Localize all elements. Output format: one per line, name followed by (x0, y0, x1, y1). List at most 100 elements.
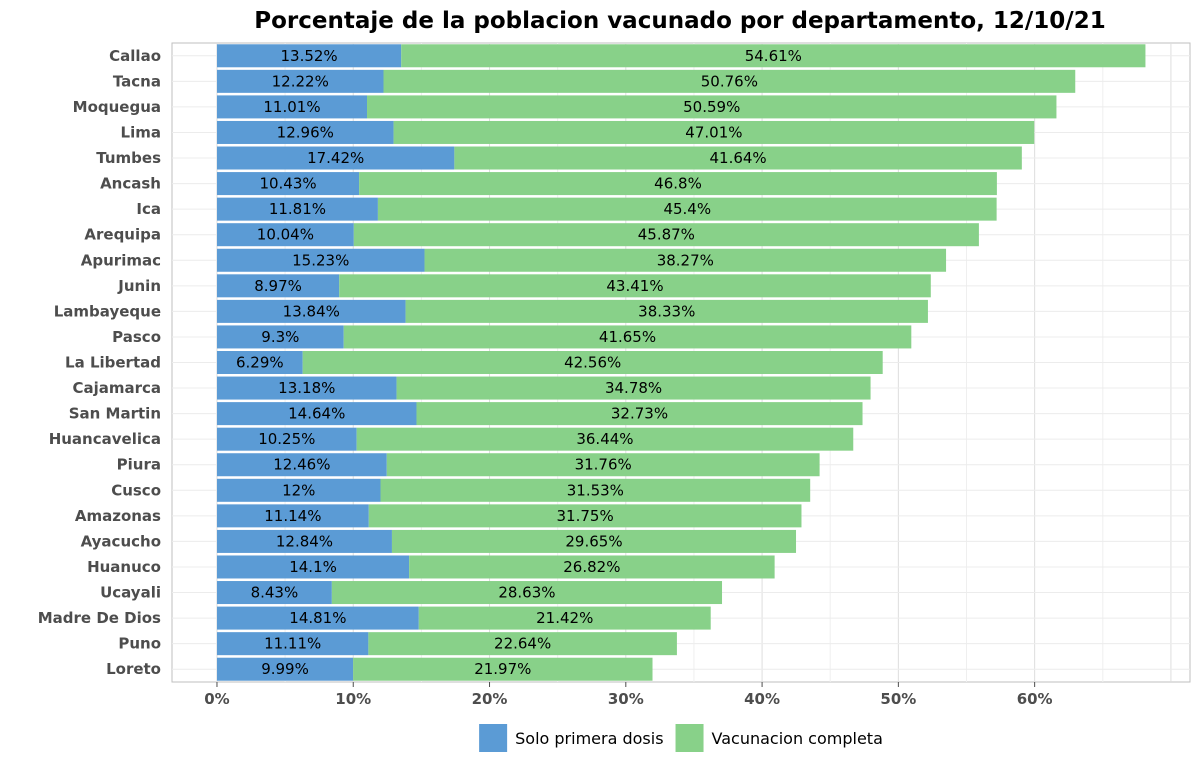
data-label: 31.75% (557, 507, 614, 525)
x-tick-label: 20% (472, 690, 508, 708)
bar-vacunacion-completa (409, 555, 775, 579)
data-label: 14.64% (288, 405, 345, 423)
data-label: 38.27% (657, 251, 714, 269)
data-label: 11.14% (264, 507, 321, 525)
bar-primera-dosis (216, 197, 378, 221)
data-label: 12% (282, 481, 315, 499)
bar-vacunacion-completa (454, 146, 1022, 170)
bar-primera-dosis (216, 453, 387, 477)
data-label: 54.61% (745, 47, 802, 65)
bar-primera-dosis (216, 529, 392, 553)
category-label: San Martin (69, 405, 161, 423)
bar-primera-dosis (216, 632, 369, 656)
chart-title: Porcentaje de la poblacion vacunado por … (254, 8, 1105, 34)
bar-primera-dosis (216, 274, 340, 298)
x-tick-label: 50% (880, 690, 916, 708)
category-label: Lambayeque (54, 302, 161, 320)
data-label: 12.46% (273, 456, 330, 474)
bars (216, 44, 1146, 681)
category-label: Ancash (100, 175, 161, 193)
bar-vacunacion-completa (391, 529, 797, 553)
bar-vacunacion-completa (359, 172, 997, 196)
category-label: Junin (117, 277, 161, 295)
category-label: Madre De Dios (38, 609, 161, 627)
legend-swatch (479, 724, 508, 752)
data-label: 9.99% (261, 660, 309, 678)
category-label: Cusco (111, 481, 161, 499)
data-label: 14.1% (289, 558, 337, 576)
bar-vacunacion-completa (377, 197, 997, 221)
bar-primera-dosis (216, 44, 402, 68)
bar-primera-dosis (216, 350, 303, 375)
bar-vacunacion-completa (343, 325, 912, 349)
bar-vacunacion-completa (302, 350, 883, 375)
data-label: 31.76% (575, 456, 632, 474)
bar-vacunacion-completa (353, 223, 979, 247)
bar-primera-dosis (216, 376, 397, 400)
bar-vacunacion-completa (396, 376, 871, 400)
data-label: 13.84% (283, 302, 340, 320)
data-label: 45.4% (663, 200, 711, 218)
data-label: 38.33% (638, 302, 695, 320)
legend-swatch (675, 724, 704, 752)
bar-primera-dosis (216, 555, 410, 579)
data-label: 26.82% (563, 558, 620, 576)
category-label: Callao (109, 47, 161, 65)
category-label: Huancavelica (49, 430, 161, 448)
bar-primera-dosis (216, 402, 417, 426)
bar-primera-dosis (216, 657, 354, 681)
category-label: Lima (121, 123, 161, 141)
data-label: 28.63% (498, 584, 555, 602)
x-axis-ticks: 0% 10% 20% 30% 40% 50% 60% (204, 682, 1053, 708)
data-label: 50.59% (683, 98, 740, 116)
bar-primera-dosis (216, 427, 357, 451)
bar-primera-dosis (216, 478, 381, 502)
data-labels: 13.52% 54.61% 12.22% 50.76% 11.01% 50.59% 12.9… (236, 47, 802, 678)
data-label: 10.43% (259, 175, 316, 193)
category-label: Piura (117, 456, 161, 474)
data-label: 8.43% (251, 584, 299, 602)
bar-vacunacion-completa (380, 478, 811, 502)
legend-item: Solo primera dosis (479, 724, 664, 752)
category-label: Puno (118, 635, 161, 653)
data-label: 34.78% (605, 379, 662, 397)
data-label: 32.73% (611, 405, 668, 423)
data-label: 12.84% (276, 532, 333, 550)
bar-vacunacion-completa (418, 606, 711, 630)
data-label: 45.87% (638, 226, 695, 244)
category-label: La Libertad (65, 354, 161, 372)
bar-vacunacion-completa (386, 453, 820, 477)
data-label: 22.64% (494, 635, 551, 653)
bar-primera-dosis (216, 95, 368, 119)
data-label: 10.04% (257, 226, 314, 244)
data-label: 11.11% (264, 635, 321, 653)
category-label: Moquegua (73, 98, 161, 116)
data-label: 13.52% (280, 47, 337, 65)
category-label: Cajamarca (72, 379, 161, 397)
data-label: 43.41% (606, 277, 663, 295)
category-label: Ucayali (100, 584, 161, 602)
x-tick-label: 0% (204, 690, 229, 708)
data-label: 9.3% (261, 328, 299, 346)
data-label: 8.97% (254, 277, 302, 295)
x-tick-label: 30% (608, 690, 644, 708)
bar-vacunacion-completa (356, 427, 854, 451)
data-label: 11.01% (263, 98, 320, 116)
bar-primera-dosis (216, 69, 384, 93)
legend-label: Solo primera dosis (515, 729, 663, 748)
data-label: 17.42% (307, 149, 364, 167)
category-label: Arequipa (84, 226, 161, 244)
data-label: 46.8% (654, 175, 702, 193)
data-label: 11.81% (269, 200, 326, 218)
bar-vacunacion-completa (368, 632, 677, 656)
bar-primera-dosis (216, 146, 455, 170)
category-label: Amazonas (75, 507, 161, 525)
data-label: 6.29% (236, 354, 284, 372)
x-tick-label: 60% (1017, 690, 1053, 708)
bar-vacunacion-completa (405, 299, 928, 323)
data-label: 41.64% (709, 149, 766, 167)
category-label: Tacna (113, 72, 161, 90)
bar-vacunacion-completa (368, 504, 802, 528)
bar-primera-dosis (216, 248, 425, 272)
